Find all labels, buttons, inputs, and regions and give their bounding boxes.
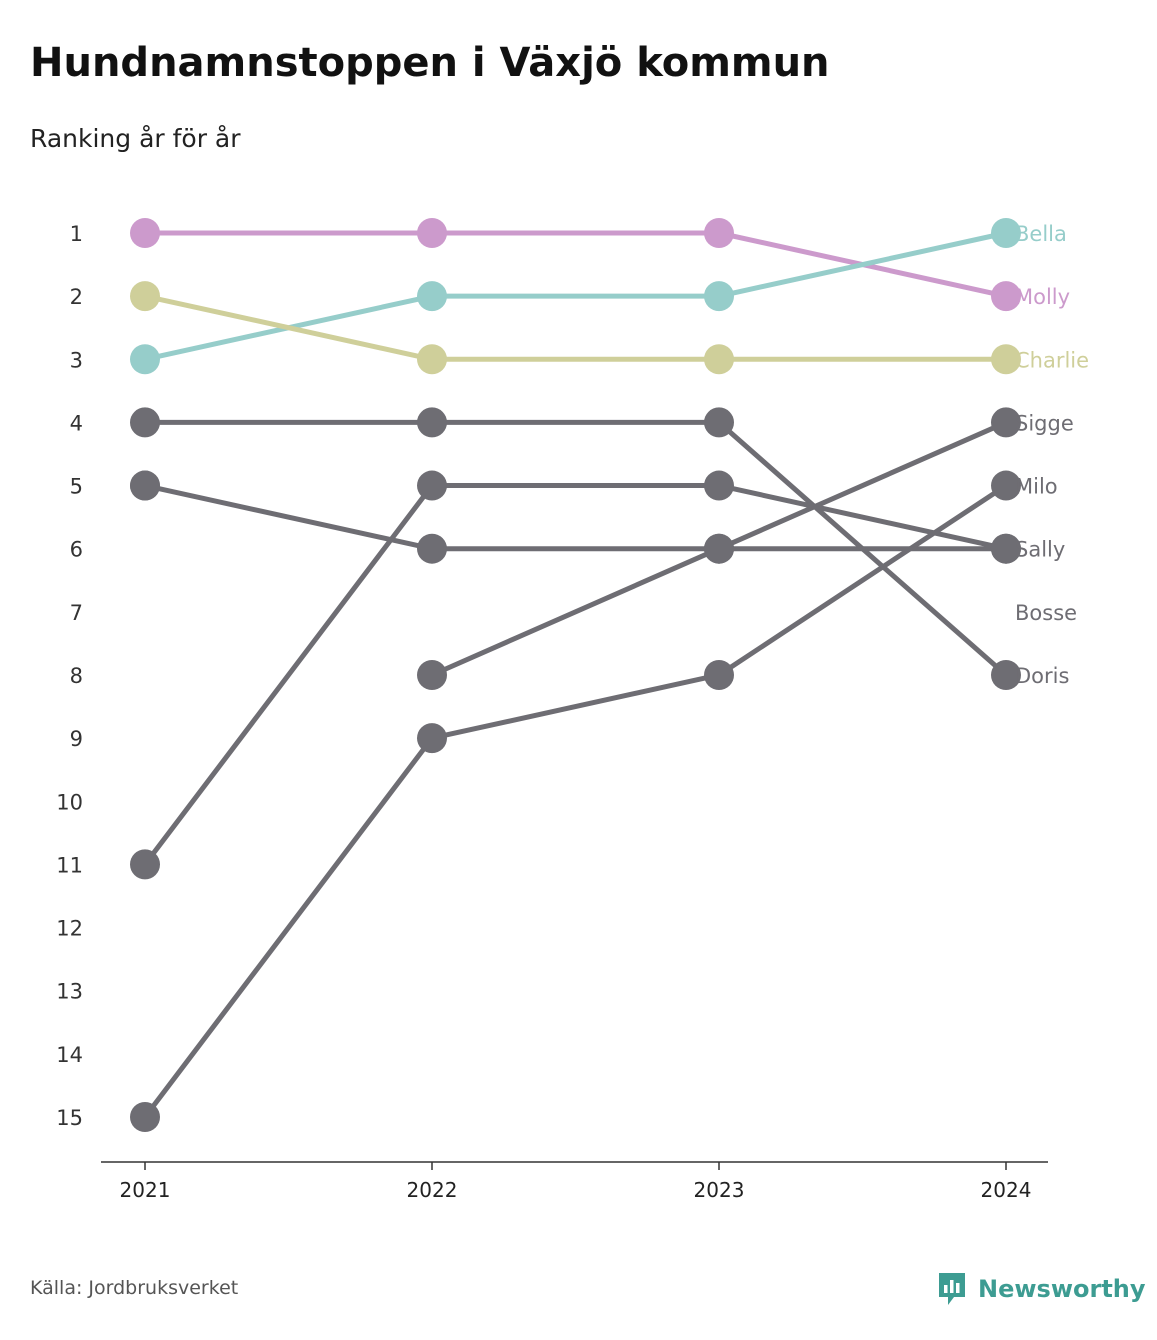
brand-name: Newsworthy [978,1275,1146,1303]
series-point-milo [130,1101,160,1132]
series-line-molly [142,230,1009,299]
series-lines [142,230,1009,1120]
end-label-sigge: Sigge [1015,411,1074,435]
source-note: Källa: Jordbruksverket [30,1277,239,1299]
series-line-doris [142,419,1009,678]
series-point-charlie [991,344,1021,375]
series-point-bella [704,281,734,312]
end-label-charlie: Charlie [1015,348,1089,372]
series-point-charlie [704,344,734,375]
series-point-milo [417,723,447,754]
series-point-sigge [991,407,1021,438]
series-point-molly [417,218,447,248]
series-point-sally [417,533,447,564]
end-label-bosse: Bosse [1015,601,1077,625]
y-tick-label: 9 [70,727,83,751]
chart-subtitle: Ranking år för år [30,124,241,153]
x-axis: 2021 2022 2023 2024 [101,1161,1048,1202]
y-tick-label: 11 [56,853,83,877]
x-tick-label: 2023 [694,1178,745,1202]
x-tick-label: 2024 [981,1178,1032,1202]
end-label-sally: Sally [1015,538,1065,562]
series-line-bella [142,230,1009,362]
series-point-doris [417,407,447,438]
series-point-milo [991,470,1021,501]
end-labels: Bella Molly Charlie Sigge Milo Sally Bosse Dori… [1015,222,1089,688]
series-point-bosse [417,470,447,501]
y-tick-label: 1 [70,222,83,246]
y-tick-label: 13 [56,980,83,1004]
series-point-molly [991,281,1021,312]
y-tick-label: 7 [70,601,83,625]
series-point-molly [130,218,160,248]
series-point-bosse [130,849,160,880]
series-points [130,218,1021,1132]
series-point-sigge [417,659,447,690]
y-tick-label: 4 [70,411,83,435]
y-tick-label: 6 [70,538,83,562]
series-point-sally [130,470,160,501]
series-point-milo [704,659,734,690]
series-line-milo [142,483,1009,1120]
series-point-bosse [704,470,734,501]
y-tick-label: 15 [56,1106,83,1130]
end-label-doris: Doris [1015,664,1069,688]
y-tick-label: 12 [56,917,83,941]
series-point-bella [130,344,160,375]
y-tick-label: 2 [70,285,83,309]
series-point-charlie [130,281,160,312]
series-line-sally [142,483,1009,552]
series-point-molly [704,218,734,248]
series-point-bella [417,281,447,312]
chart-title: Hundnamnstoppen i Växjö kommun [30,40,830,86]
series-point-charlie [417,344,447,375]
series-point-doris [130,407,160,438]
series-line-charlie [142,293,1009,362]
end-label-molly: Molly [1015,285,1070,309]
series-point-bosse [991,533,1021,564]
end-label-bella: Bella [1015,222,1067,246]
y-tick-label: 3 [70,348,83,372]
end-label-milo: Milo [1015,475,1058,499]
series-point-doris [704,407,734,438]
series-point-sally [704,533,734,564]
y-tick-label: 14 [56,1043,83,1067]
y-tick-label: 8 [70,664,83,688]
y-tick-label: 5 [70,475,83,499]
y-tick-label: 10 [56,790,83,814]
x-tick-label: 2021 [120,1178,171,1202]
series-point-bella [991,218,1021,248]
x-tick-label: 2022 [407,1178,458,1202]
bar-chart-speech-bubble-icon [939,1273,965,1305]
series-line-bosse [142,483,1009,867]
series-point-doris [991,659,1021,690]
brand-logo: Newsworthy [936,1270,1146,1308]
